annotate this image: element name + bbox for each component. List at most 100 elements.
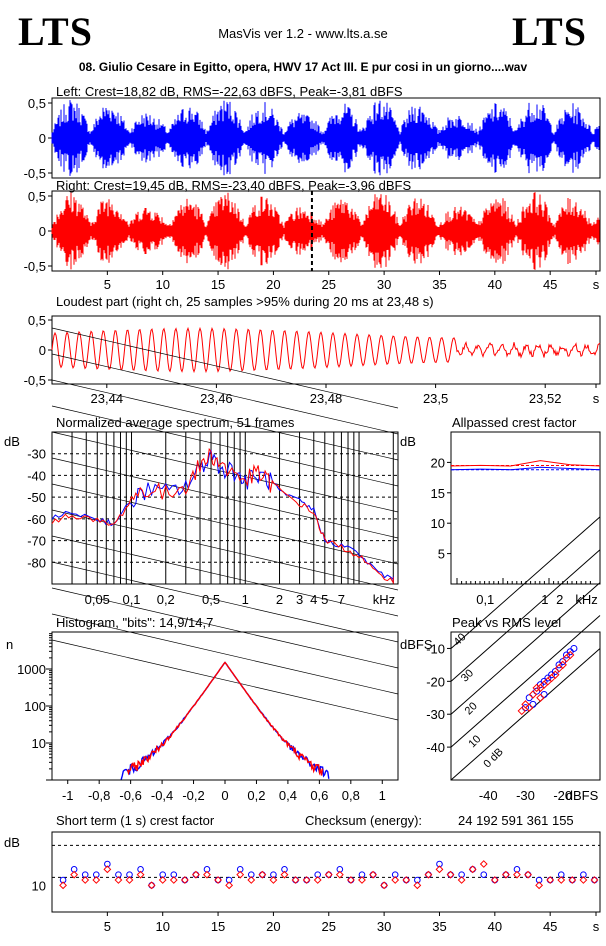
lts-logo-left: LTS [18,9,93,54]
spectrum-slope-line [51,379,399,461]
spectrum-xtick-label: 0,5 [202,592,220,607]
short-crest-right-point [513,870,521,879]
short-crest-right-point [391,876,400,884]
spectrum-slope-line [51,457,399,539]
short-crest-left-point [214,876,222,884]
spectrum-xtick-label: 5 [321,592,328,607]
short-crest-right-point [280,870,289,879]
allpassed-xtick-label: kHz [575,592,597,607]
right_wave-ytick-label: 0 [39,224,46,239]
short-crest-right-point [324,870,333,879]
checksum-label: Checksum (energy): [305,813,422,828]
peak-rms-frame [450,631,601,781]
spectrum-slope-line [51,327,399,409]
histogram-xtick-label: -0,4 [151,788,173,803]
right_wave-xtick-label: 45 [543,277,557,292]
short-crest-left-point [469,866,476,873]
short-crest-right-point [158,876,167,884]
short-crest-right-point [524,870,532,879]
short-crest-right-point [214,876,222,884]
short-crest-left-point [181,876,189,884]
spectrum-slope-line [51,483,399,565]
short-crest-right-point [313,876,322,884]
short-crest-right-point [236,870,245,879]
short-crest-left-point [380,882,388,889]
short-crest-xtick-label: 20 [266,919,280,934]
allpassed-ytick-label: 20 [431,455,445,470]
peak-rms-diagonal-label: 20 [463,700,480,717]
loudest-title: Loudest part (right ch, 25 samples >95% … [56,294,434,309]
short-crest-left-point [259,871,266,878]
spectrum-ytick-label: -70 [27,534,46,549]
spectrum-ytick-label: -30 [27,447,46,462]
spectrum-slope-line [51,431,399,513]
short-crest-right-point [302,876,311,884]
peak-rms-xtick-label: -30 [516,788,535,803]
short-crest-right-point [568,876,577,884]
short-crest-right-point [479,860,488,868]
peak-rms-right-point [525,703,534,712]
short-crest-right-point [457,876,466,884]
short-crest-left-point [425,871,432,878]
peak-rms-right-point [532,683,541,693]
spectrum-xtick-label: 3 [296,592,303,607]
spectrum-slope-line [51,353,399,435]
peak-rms-title: Peak vs RMS level [452,615,561,630]
short-crest-right-point [92,876,101,884]
short-crest-right-point [358,876,366,884]
histogram-xtick-label: 0,2 [247,788,265,803]
short-crest-left-point [569,876,576,884]
short-crest-right-point [402,876,411,884]
file-name: 08. Giulio Cesare in Egitto, opera, HWV … [78,60,528,74]
short-crest-xtick-label: s [593,919,600,934]
histogram-title: Histogram, "bits": 14,9/14,7 [56,615,213,630]
spectrum-ytick-label: -80 [27,555,46,570]
peak-rms-left-point [570,644,578,652]
loudest-xtick-label: 23,52 [529,391,562,406]
loudest-xtick-label: s [593,391,600,406]
right_wave-ytick-label: 0,5 [28,189,46,204]
short-crest-xtick-label: 30 [377,919,391,934]
spectrum-slope-line [51,639,399,721]
spectrum-xtick-label: 4 [310,592,317,607]
short-crest-right-point [380,881,389,890]
short-crest-right-point [501,870,510,879]
allpassed-xtick-label: 1 [541,592,548,607]
short-crest-xtick-label: 10 [155,919,169,934]
short-crest-right-point [114,876,123,884]
short-crest-right-point [247,876,256,884]
allpassed-frame [450,431,601,585]
histogram-ytick-label: 10 [32,736,46,751]
histogram-xtick-label: -0,8 [88,788,110,803]
short-crest-frame [51,831,601,913]
peak-rms-ytick-label: -20 [426,674,445,689]
histogram-xtick-label: -0,6 [119,788,141,803]
loudest-ytick-label: 0 [39,343,46,358]
allpassed-left-curve [450,466,601,471]
allpassed-xtick-label: 0,1 [476,592,494,607]
short-crest-left-point [148,882,155,889]
short-crest-xtick-label: 45 [543,919,557,934]
loudest-xtick-label: 23,48 [310,391,343,406]
spectrum-xtick-label: 0,1 [122,592,140,607]
short-crest-right-point [59,881,67,890]
short-crest-right-point [103,865,112,874]
checksum-value: 24 192 591 361 155 [458,813,574,828]
histogram-right-curve [126,661,324,776]
left_wave-ytick-label: 0 [39,131,46,146]
peak-rms-diagonal-label: 10 [466,733,483,750]
peak-rms-ytick-label: -40 [426,740,445,755]
histogram-xtick-label: 0,8 [342,788,360,803]
spectrum-slope-line [51,509,399,591]
short-crest-right-point [535,881,544,890]
short-crest-left-point [591,876,598,884]
allpassed-ylabel: dB [400,434,416,449]
right_wave-xtick-label: 30 [377,277,391,292]
short-crest-right-point [590,876,599,884]
short-crest-right-point [579,876,588,884]
short-crest-left-point [402,876,410,884]
spectrum-slope-line [51,587,399,669]
short-crest-right-point [347,876,355,884]
peak-rms-ytick-label: -10 [426,641,445,656]
spectrum-ytick-label: -60 [27,512,46,527]
